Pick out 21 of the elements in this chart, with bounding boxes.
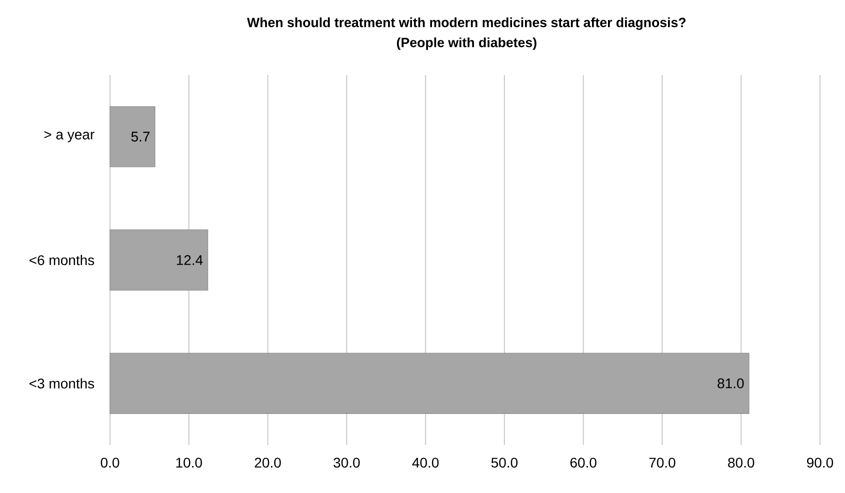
bar [110,230,208,290]
chart-title: When should treatment with modern medicines start after diagnosis? [247,17,686,30]
y-tick-label: <3 months [30,378,94,388]
x-tick-label: 40.0 [412,458,439,468]
bar [110,106,156,168]
bar [110,352,750,414]
x-tick-label: 20.0 [254,458,281,468]
chart-subtitle: (People with diabetes) [396,37,536,50]
data-label: 5.7 [131,132,150,142]
x-tick-label: 90.0 [807,458,834,468]
data-label: 12.4 [176,255,203,265]
x-tick-label: 60.0 [570,458,596,468]
x-tick-label: 10.0 [176,458,202,468]
x-tick-label: 80.0 [728,458,754,468]
data-label: 81.0 [718,378,744,388]
x-tick-label: 30.0 [334,458,360,468]
x-tick-label: 0.0 [100,458,120,468]
x-tick-label: 50.0 [491,458,518,468]
y-tick-label: > a year [44,131,94,142]
x-tick-label: 70.0 [649,458,676,468]
y-tick-label: <6 months [30,254,94,266]
